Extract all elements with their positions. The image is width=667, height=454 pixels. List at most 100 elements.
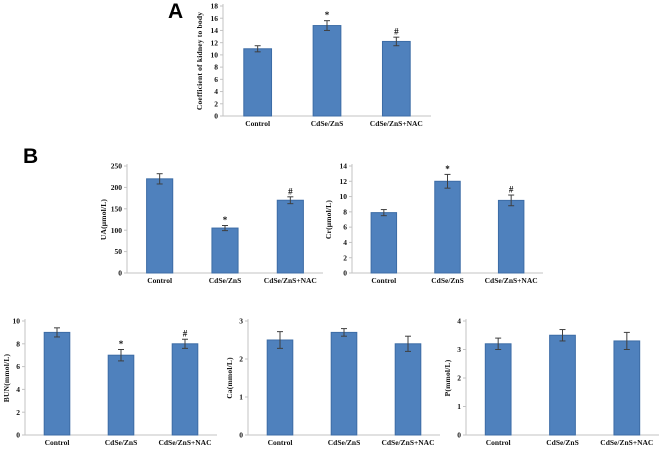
bar-control	[146, 178, 174, 274]
y-tick-label: 6	[16, 362, 20, 371]
chart-p: 0 1 2 3 4 P(mmol/L) Control CdSe/ZnS CdSe/ZnS+NA…	[441, 305, 665, 454]
y-axis-title: UA(μmol/L)	[99, 199, 108, 241]
y-tick-label: 6	[214, 75, 218, 84]
bar-control	[484, 343, 512, 436]
y-tick-label: 0	[16, 431, 20, 440]
y-tick-label: 8	[214, 63, 218, 72]
y-tick-label: 0	[457, 431, 461, 440]
sig-marker: #	[288, 186, 293, 196]
category-label: Control	[45, 438, 70, 447]
bar-cdse-zns-nac	[613, 340, 641, 436]
panel-b-label: B	[23, 145, 39, 168]
chart-bun: 0 2 4 6 8 10 BUN(mmol/L) Control CdSe/ZnS * CdSe/Z…	[0, 305, 222, 454]
category-label: Control	[268, 438, 293, 447]
y-tick-label: 2	[239, 355, 243, 364]
bar-cdse-zns	[211, 227, 239, 274]
y-tick-label: 50	[115, 247, 123, 256]
y-axis-title: Ca(mmol/L)	[225, 357, 234, 399]
category-label: CdSe/ZnS+NAC	[381, 438, 434, 447]
bar-cdse-zns-nac	[381, 40, 411, 117]
bar-cdse-zns	[107, 354, 135, 436]
bar-cdse-zns-nac	[394, 343, 422, 436]
y-axis-title: BUN(mmol/L)	[2, 353, 11, 402]
y-tick-label: 4	[214, 87, 218, 96]
chart-svg-kidney-coefficient: 0 2 4 6 8 10 12 14 16 18 Coefficient of kidney to …	[195, 2, 431, 128]
y-tick-label: 0	[214, 112, 218, 121]
category-label: CdSe/ZnS+NAC	[264, 276, 317, 285]
y-tick-label: 2	[16, 408, 20, 417]
sig-marker: #	[509, 185, 514, 195]
category-label: CdSe/ZnS	[431, 276, 464, 285]
category-label: CdSe/ZnS+NAC	[485, 276, 538, 285]
category-label: Control	[245, 119, 270, 128]
y-tick-label: 4	[457, 317, 461, 326]
panel-a-label: A	[168, 0, 184, 23]
y-tick-label: 10	[211, 50, 219, 59]
bar-control	[266, 339, 294, 436]
y-tick-label: 0	[343, 269, 347, 278]
y-tick-label: 3	[239, 317, 243, 326]
chart-svg-ua: 0 50 100 150 200 250 UA(μmol/L) Control CdSe/ZnS…	[99, 162, 323, 285]
y-tick-label: 0	[118, 269, 122, 278]
category-label: CdSe/ZnS	[105, 438, 138, 447]
y-tick-label: 10	[13, 317, 21, 326]
y-tick-label: 10	[340, 192, 348, 201]
bar-cdse-zns	[549, 334, 576, 436]
sig-marker: *	[325, 10, 330, 20]
y-tick-label: 8	[16, 339, 20, 348]
y-tick-label: 18	[211, 2, 219, 11]
category-label: CdSe/ZnS+NAC	[600, 438, 653, 447]
sig-marker: *	[223, 215, 228, 225]
sig-marker: *	[119, 339, 124, 349]
y-tick-label: 8	[343, 207, 347, 216]
category-label: CdSe/ZnS+NAC	[370, 119, 423, 128]
bar-cdse-zns	[434, 180, 461, 274]
chart-cr: 0 2 4 6 8 10 12 14 Cr(μmol/L) Control CdSe/ZnS * CdS…	[322, 152, 549, 298]
category-label: CdSe/ZnS	[328, 438, 361, 447]
y-tick-label: 6	[343, 223, 347, 232]
category-label: CdSe/ZnS	[546, 438, 579, 447]
chart-ua: 0 50 100 150 200 250 UA(μmol/L) Control CdSe/ZnS…	[97, 152, 329, 298]
y-tick-label: 3	[457, 345, 461, 354]
chart-ca: 0 1 2 3 Ca(mmol/L) Control CdSe/ZnS CdSe/ZnS+NA…	[223, 305, 445, 454]
bar-cdse-zns-nac	[276, 199, 304, 274]
y-axis-title: P(mmol/L)	[443, 359, 452, 396]
bar-cdse-zns-nac	[171, 343, 199, 436]
y-tick-label: 16	[211, 14, 219, 23]
y-tick-label: 2	[457, 374, 461, 383]
y-tick-label: 4	[16, 385, 20, 394]
bar-control	[370, 212, 398, 274]
y-tick-label: 200	[111, 183, 123, 192]
bar-cdse-zns-nac	[497, 199, 525, 274]
y-tick-label: 100	[111, 226, 123, 235]
y-tick-label: 1	[239, 393, 243, 402]
chart-svg-bun: 0 2 4 6 8 10 BUN(mmol/L) Control CdSe/ZnS * CdSe/Z…	[2, 317, 217, 447]
y-tick-label: 12	[340, 177, 348, 186]
y-tick-label: 12	[211, 38, 219, 47]
category-label: Control	[486, 438, 511, 447]
chart-svg-cr: 0 2 4 6 8 10 12 14 Cr(μmol/L) Control CdSe/ZnS * CdS…	[324, 162, 543, 285]
y-tick-label: 0	[239, 431, 243, 440]
bar-cdse-zns	[330, 331, 358, 436]
category-label: Control	[371, 276, 396, 285]
sig-marker: #	[183, 329, 188, 339]
chart-svg-p: 0 1 2 3 4 P(mmol/L) Control CdSe/ZnS CdSe/ZnS+NA…	[443, 317, 659, 447]
category-label: Control	[147, 276, 172, 285]
bar-control	[43, 331, 71, 436]
y-tick-label: 250	[111, 162, 123, 171]
y-tick-label: 4	[343, 238, 347, 247]
category-label: CdSe/ZnS+NAC	[158, 438, 211, 447]
category-label: CdSe/ZnS	[311, 119, 344, 128]
sig-marker: #	[394, 27, 399, 37]
chart-svg-ca: 0 1 2 3 Ca(mmol/L) Control CdSe/ZnS CdSe/ZnS+NA…	[225, 317, 440, 447]
y-tick-label: 14	[340, 162, 348, 171]
bar-cdse-zns	[312, 25, 342, 117]
category-label: CdSe/ZnS	[209, 276, 242, 285]
y-tick-label: 1	[457, 402, 461, 411]
y-tick-label: 2	[343, 253, 347, 262]
chart-kidney-coefficient: 0 2 4 6 8 10 12 14 16 18 Coefficient of kidney to …	[193, 0, 441, 140]
y-tick-label: 14	[211, 26, 219, 35]
sig-marker: *	[445, 164, 450, 174]
y-tick-label: 2	[214, 99, 218, 108]
